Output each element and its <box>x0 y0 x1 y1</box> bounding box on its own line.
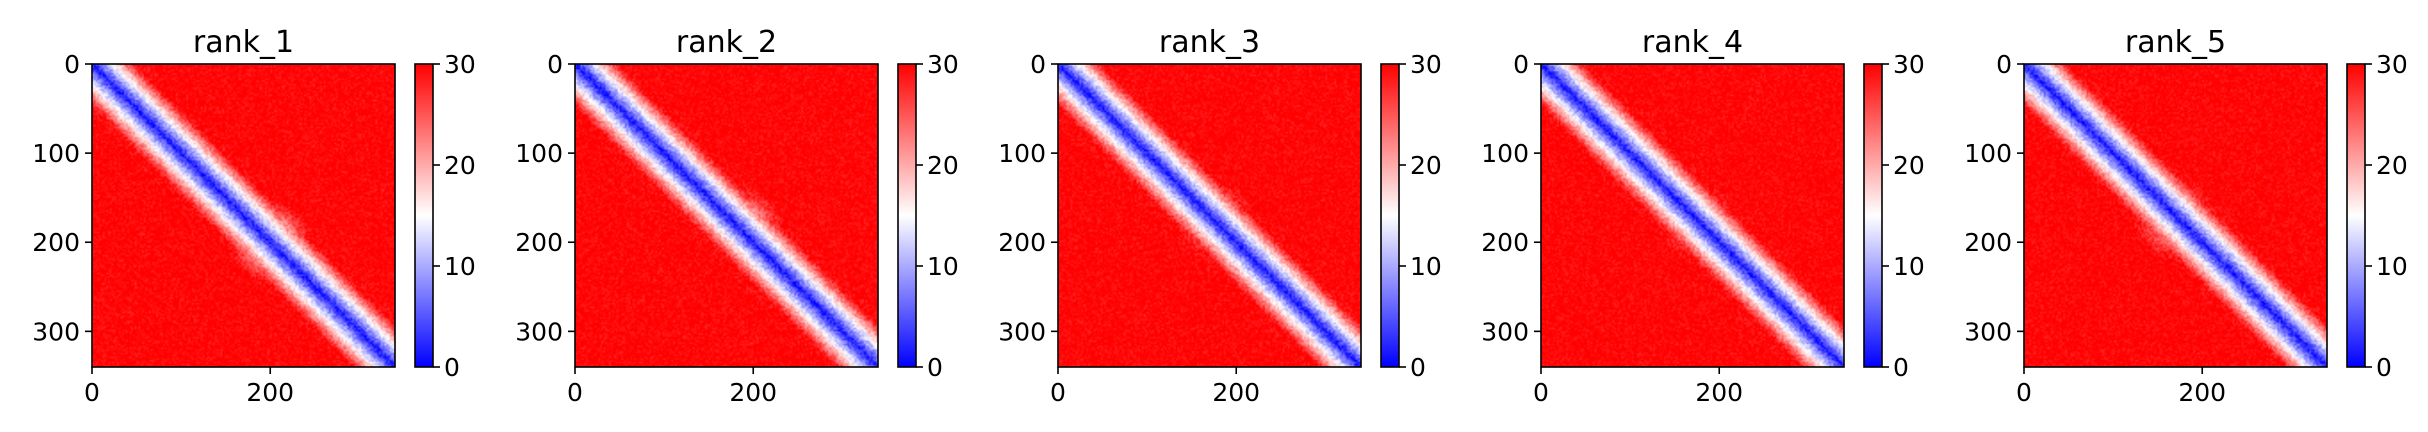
x-tick-label: 200 <box>1212 378 1260 407</box>
colorbar-tick-label: 30 <box>927 50 959 79</box>
colorbar <box>2347 64 2365 367</box>
chart-title: rank_1 <box>193 25 294 60</box>
chart-title: rank_4 <box>1642 25 1743 60</box>
colorbar-tick-label: 0 <box>444 353 460 382</box>
y-tick-label: 300 <box>1481 317 1529 346</box>
axes-frame <box>1057 63 1362 368</box>
y-tick-label: 0 <box>547 50 563 79</box>
colorbar-tick-label: 20 <box>444 151 476 180</box>
y-tick-label: 100 <box>515 139 563 168</box>
heatmap-image <box>1058 64 1361 367</box>
colorbar-tick-label: 0 <box>1410 353 1426 382</box>
axes-frame <box>574 63 879 368</box>
colorbar-tick-label: 10 <box>927 252 959 281</box>
axes-frame <box>2023 63 2328 368</box>
x-tick-label: 0 <box>84 378 100 407</box>
x-tick-label: 0 <box>567 378 583 407</box>
y-tick-label: 200 <box>998 228 1046 257</box>
chart-title: rank_2 <box>676 25 777 60</box>
colorbar-tick-label: 30 <box>1410 50 1442 79</box>
colorbar-tick-label: 20 <box>1410 151 1442 180</box>
heatmap-panel-2: rank_2 0 200 0 100 200 300 0 10 20 30 <box>515 25 959 407</box>
colorbar-tick-label: 0 <box>1893 353 1909 382</box>
y-tick-label: 0 <box>1513 50 1529 79</box>
heatmap-image <box>1541 64 1844 367</box>
colorbar-frame <box>1380 63 1400 368</box>
x-tick-label: 0 <box>2016 378 2032 407</box>
y-tick-label: 300 <box>515 317 563 346</box>
y-tick-label: 300 <box>32 317 80 346</box>
colorbar-tick-label: 20 <box>1893 151 1925 180</box>
colorbar-frame <box>897 63 917 368</box>
colorbar <box>415 64 433 367</box>
colorbar-tick-label: 10 <box>2376 252 2408 281</box>
colorbar-tick-label: 20 <box>927 151 959 180</box>
y-tick-label: 300 <box>998 317 1046 346</box>
chart-title: rank_3 <box>1159 25 1260 60</box>
y-tick-label: 100 <box>1964 139 2012 168</box>
colorbar-tick-label: 30 <box>2376 50 2408 79</box>
axes-frame <box>91 63 396 368</box>
colorbar <box>1381 64 1399 367</box>
axes-frame <box>1540 63 1845 368</box>
y-tick-label: 200 <box>1481 228 1529 257</box>
x-tick-label: 200 <box>2178 378 2226 407</box>
heatmap-panel-1: rank_1 0 200 0 100 200 300 0 10 20 30 <box>32 25 476 407</box>
y-tick-label: 0 <box>1030 50 1046 79</box>
y-tick-label: 200 <box>32 228 80 257</box>
colorbar-tick-label: 30 <box>1893 50 1925 79</box>
y-tick-label: 100 <box>32 139 80 168</box>
y-tick-label: 300 <box>1964 317 2012 346</box>
colorbar-tick-label: 10 <box>1893 252 1925 281</box>
y-tick-label: 200 <box>1964 228 2012 257</box>
colorbar-tick-label: 0 <box>2376 353 2392 382</box>
colorbar <box>1864 64 1882 367</box>
heatmap-image <box>2024 64 2327 367</box>
chart-title: rank_5 <box>2125 25 2226 60</box>
x-tick-label: 200 <box>729 378 777 407</box>
colorbar-tick-label: 0 <box>927 353 943 382</box>
y-tick-label: 100 <box>1481 139 1529 168</box>
colorbar <box>898 64 916 367</box>
x-tick-label: 200 <box>1695 378 1743 407</box>
x-tick-label: 0 <box>1050 378 1066 407</box>
y-tick-label: 200 <box>515 228 563 257</box>
colorbar-tick-label: 10 <box>444 252 476 281</box>
y-tick-label: 0 <box>64 50 80 79</box>
heatmap-panel-4: rank_4 0 200 0 100 200 300 0 10 20 30 <box>1481 25 1925 407</box>
y-tick-label: 100 <box>998 139 1046 168</box>
y-tick-label: 0 <box>1996 50 2012 79</box>
x-tick-label: 0 <box>1533 378 1549 407</box>
heatmap-image <box>92 64 395 367</box>
heatmap-panel-5: rank_5 0 200 0 100 200 300 0 10 20 30 <box>1964 25 2408 407</box>
colorbar-frame <box>2346 63 2366 368</box>
colorbar-tick-label: 10 <box>1410 252 1442 281</box>
colorbar-tick-label: 30 <box>444 50 476 79</box>
colorbar-frame <box>1863 63 1883 368</box>
x-tick-label: 200 <box>246 378 294 407</box>
heatmap-image <box>575 64 878 367</box>
colorbar-tick-label: 20 <box>2376 151 2408 180</box>
heatmap-panel-3: rank_3 0 200 0 100 200 300 0 10 20 30 <box>998 25 1442 407</box>
colorbar-frame <box>414 63 434 368</box>
